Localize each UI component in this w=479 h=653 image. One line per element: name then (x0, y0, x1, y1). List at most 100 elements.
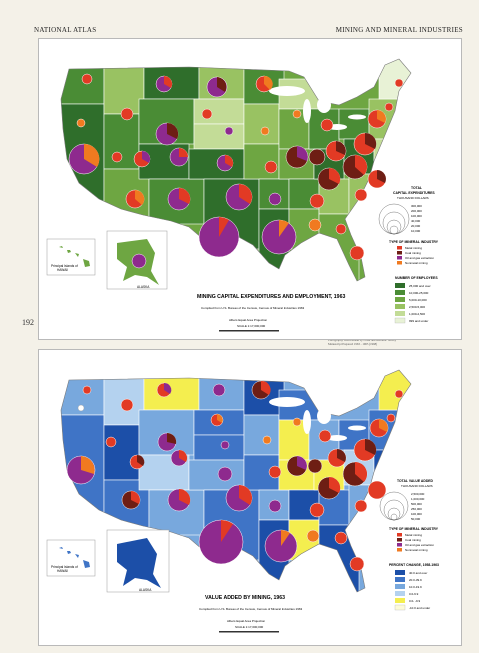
alaska-inset-label-b: ALASKA (139, 588, 152, 592)
pie-missouri-b (268, 465, 282, 479)
value-added-map: Principal Islands of HAWAII ALASKA VALUE… (46, 369, 439, 633)
pie-iowa-b (262, 435, 272, 445)
alaska-inset: ALASKA (106, 230, 168, 290)
pie-indiana (308, 148, 326, 166)
page-number: 192 (22, 318, 34, 327)
pie-south-dakota (201, 108, 213, 120)
bottom-legend-size-value-1: 50,000 (411, 517, 421, 521)
bottom-legend-pct-2: 20.0-39.9 (409, 578, 422, 582)
pie-idaho (120, 107, 134, 121)
pie-north-carolina (354, 188, 368, 202)
top-map-title-block: MINING CAPITAL EXPENDITURES AND EMPLOYME… (197, 294, 345, 332)
bottom-legend-size-title-2: THOUSAND DOLLARS (401, 484, 433, 488)
pie-maine-b (394, 389, 404, 399)
great-lakes (269, 86, 366, 130)
pie-oregon-b (77, 404, 85, 412)
pie-iowa (260, 126, 270, 136)
credit-line-1: Cartography from Bureau by Coast and Geo… (328, 338, 397, 342)
top-legend-type-metal: Metal mining (405, 246, 422, 250)
pie-virginia-b (367, 480, 387, 500)
pie-washington-b (82, 385, 92, 395)
capital-expenditures-map: Principal Islands of HAWAII ALASKA MININ… (46, 58, 439, 332)
pie-tennessee (309, 193, 325, 209)
top-legend-emp-5: 1,000-2,500 (409, 312, 425, 316)
top-legend-employees: NUMBER OF EMPLOYEES 25,000 and over 10,0… (394, 276, 438, 324)
top-legend-size-value-3: 40,000 (411, 219, 421, 223)
pie-oregon (76, 118, 86, 128)
pie-north-carolina-b (354, 499, 368, 513)
top-legend-size-title-2: CAPITAL EXPENDITURES (393, 191, 435, 195)
top-map-projection: Albers Equal Area Projection (229, 318, 268, 322)
pie-alabama-b (306, 529, 320, 543)
pie-north-dakota-b (212, 383, 226, 397)
top-map-title: MINING CAPITAL EXPENDITURES AND EMPLOYME… (197, 294, 345, 300)
bottom-map-projection: Albers Equal Area Projection (227, 619, 266, 623)
pie-michigan-b (318, 429, 332, 443)
top-legend-type-title: TYPE OF MINERAL INDUSTRY (389, 240, 439, 244)
pie-nebraska (224, 126, 234, 136)
hawaii-inset-label-2: HAWAII (57, 268, 68, 272)
top-legend-type: TYPE OF MINERAL INDUSTRY Metal mining Co… (389, 240, 439, 265)
bottom-legend-size-value-2: 100,000 (411, 512, 422, 516)
bottom-legend-size-value-4: 500,000 (411, 502, 422, 506)
bottom-map-title: VALUE ADDED BY MINING, 1963 (205, 595, 285, 601)
hawaii-inset-label-1: Principal Islands of (51, 264, 78, 268)
value-added-map-panel: Principal Islands of HAWAII ALASKA VALUE… (38, 349, 462, 646)
top-legend-size-title-1: TOTAL (411, 186, 422, 190)
pie-georgia-b (334, 531, 348, 545)
section-title: MINING AND MINERAL INDUSTRIES (335, 26, 463, 34)
bottom-legend-pct-4: 0.0-9.9 (409, 592, 419, 596)
pie-symbols-bottom (66, 380, 404, 572)
hawaii-inset-label-b2: HAWAII (57, 569, 68, 573)
alaska-inset-label: ALASKA (137, 285, 150, 289)
bottom-legend-size-value-6: 2,500,000 (411, 492, 425, 496)
hawaii-inset: Principal Islands of HAWAII (46, 238, 96, 276)
atlas-title: NATIONAL ATLAS (34, 26, 97, 34)
hawaii-inset-label-b1: Principal Islands of (51, 565, 78, 569)
bottom-legend-type-coal: Coal mining (405, 538, 421, 542)
pie-new-england (384, 102, 394, 112)
bottom-legend-type-metal: Metal mining (405, 533, 422, 537)
bottom-legend-size-value-3: 250,000 (411, 507, 422, 511)
top-legend-size-value-6: 300,000 (411, 204, 422, 208)
top-legend-type-coal: Coal mining (405, 251, 421, 255)
credit-line-2: Manuscript Prepared 1963 - 1965 (1968) (328, 341, 378, 346)
bottom-legend-type-oil-gas: Oil and gas extraction (405, 543, 434, 547)
top-legend-emp-title: NUMBER OF EMPLOYEES (395, 276, 438, 280)
great-lakes-bottom (269, 397, 366, 441)
top-legend-size-title-3: THOUSAND DOLLARS (397, 196, 429, 200)
bottom-map-source: Compiled from U.S. Bureau of the Census,… (199, 607, 303, 611)
alaska-inset-bottom: ALASKA (106, 529, 170, 593)
pie-nevada-b (105, 436, 117, 448)
top-legend-size: TOTAL CAPITAL EXPENDITURES THOUSAND DOLL… (378, 186, 435, 235)
bottom-map-scale: SCALE 1:17,000,000 (235, 625, 264, 629)
top-legend-emp-6: 999 and under (409, 319, 428, 323)
top-legend-emp-4: 2,500-5,000 (409, 305, 425, 309)
top-legend-emp-2: 10,000-25,000 (409, 291, 429, 295)
top-legend-size-value-2: 20,000 (411, 224, 421, 228)
bottom-legend-size: TOTAL VALUE ADDED THOUSAND DOLLARS 2,500… (379, 479, 434, 521)
bottom-legend-percent: PERCENT CHANGE, 1958-1963 40.0 and over … (389, 563, 439, 611)
bottom-legend-type-title: TYPE OF MINERAL INDUSTRY (389, 527, 439, 531)
pie-michigan (320, 118, 334, 132)
bottom-legend-size-title-1: TOTAL VALUE ADDED (397, 479, 434, 483)
capital-expenditures-map-panel: Principal Islands of HAWAII ALASKA MININ… (38, 38, 462, 340)
bottom-legend-pct-6: -10.0 and under (409, 606, 430, 610)
top-legend-emp-1: 25,000 and over (409, 284, 431, 288)
bottom-legend-pct-3: 10.0-19.9 (409, 585, 422, 589)
pie-missouri (264, 160, 278, 174)
pie-new-england-b (386, 413, 396, 423)
top-legend-size-value-5: 200,000 (411, 209, 422, 213)
bottom-legend-pct-title: PERCENT CHANGE, 1958-1963 (389, 563, 439, 567)
pie-florida (349, 245, 365, 261)
pie-wisconsin (292, 109, 302, 119)
pie-idaho-b (120, 398, 134, 412)
pie-symbols (68, 73, 404, 261)
bottom-map-title-block: VALUE ADDED BY MINING, 1963 Compiled fro… (199, 595, 303, 633)
pie-alabama (308, 218, 322, 232)
pie-florida-b (349, 556, 365, 572)
bottom-legend-size-value-5: 1,000,000 (411, 497, 425, 501)
pie-arkansas-b (268, 499, 282, 513)
top-map-source: Compiled from U.S. Bureau of the Census,… (201, 306, 305, 310)
pie-kansas-b (217, 466, 233, 482)
